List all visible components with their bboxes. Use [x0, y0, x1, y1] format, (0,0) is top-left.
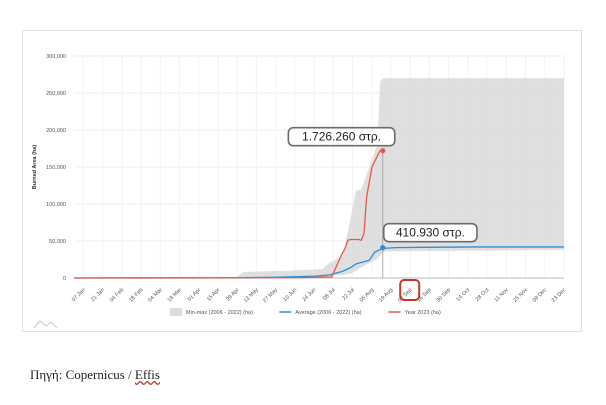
x-tick-label: 19 Aug — [378, 287, 394, 303]
x-tick-label: 14 Oct — [456, 287, 472, 303]
x-tick-label: 04 Feb — [109, 287, 125, 303]
annotation-label: 410.930 στρ. — [396, 226, 465, 240]
x-tick-label: 30 Sep — [435, 287, 452, 304]
y-tick-label: 200,000 — [46, 128, 66, 134]
y-axis-label: Burned Area (ha) — [32, 145, 38, 190]
x-tick-label: 13 May — [243, 287, 260, 304]
caption-prefix: Πηγή: Copernicus / — [30, 367, 135, 382]
x-tick-label: 25 Nov — [512, 287, 529, 304]
x-tick-label: 15 Apr — [206, 287, 222, 303]
source-caption: Πηγή: Copernicus / Effis — [30, 367, 160, 383]
y-tick-label: 150,000 — [46, 165, 66, 171]
annotation-box — [382, 222, 478, 243]
legend-swatch — [170, 308, 182, 316]
annotation-dot — [380, 245, 386, 251]
legend-label: Average (2006 - 2022) (ha) — [295, 310, 361, 316]
x-tick-label: 18 Mar — [167, 287, 183, 303]
x-tick-label: 23 Dec — [551, 287, 568, 304]
highlight-box — [399, 279, 421, 301]
x-tick-label: 07 Jan — [71, 287, 87, 303]
annotation-box — [287, 126, 396, 147]
x-tick-label: 10 Jun — [282, 287, 298, 303]
x-tick-label: 29 Apr — [225, 287, 241, 303]
x-tick-label: 22 Jul — [341, 287, 356, 302]
y-tick-label: 250,000 — [46, 91, 66, 97]
chart: 0 50,000 100,000 150,000 200,000 250,000 300,0… — [32, 54, 568, 329]
logo-mark — [33, 320, 58, 329]
legend-label: Min-max (2006 - 2022) (ha) — [186, 310, 253, 316]
x-tick-label: 24 Jun — [302, 287, 318, 303]
y-tick-label: 50,000 — [49, 239, 66, 245]
x-tick-label: 04 Mar — [147, 287, 163, 303]
y-tick-label: 300,000 — [46, 54, 66, 60]
x-tick-label: 18 Feb — [128, 287, 144, 303]
y-tick-label: 100,000 — [46, 202, 66, 208]
legend-label: Year 2023 (ha) — [405, 310, 441, 316]
series-2023-line — [73, 150, 383, 279]
annotation-label: 1.726.260 στρ. — [302, 130, 381, 144]
series-average-line — [73, 246, 564, 279]
x-tick-label: 27 May — [262, 287, 279, 304]
x-tick-label: 05 Aug — [359, 287, 375, 303]
x-tick-label: 21 Jan — [90, 287, 106, 303]
x-tick-label: 09 Dec — [532, 287, 549, 304]
series-minmax-band — [74, 78, 564, 278]
x-tick-label: 11 Nov — [493, 287, 509, 303]
y-tick-label: 0 — [63, 276, 66, 282]
x-tick-label: 08 Jul — [322, 287, 337, 302]
caption-effis: Effis — [134, 367, 160, 382]
x-tick-label: 01 Apr — [187, 287, 203, 303]
x-tick-label: 28 Oct — [475, 287, 491, 303]
annotation-dot — [380, 148, 386, 154]
